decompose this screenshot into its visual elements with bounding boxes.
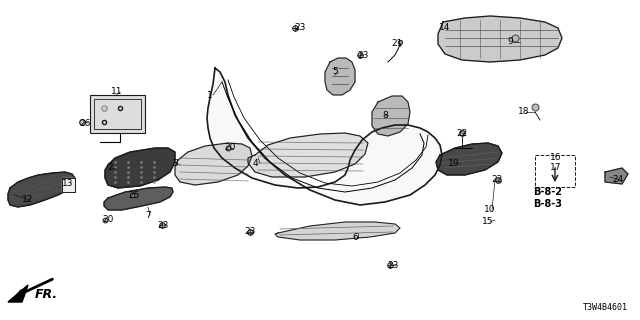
Text: 16: 16 — [550, 154, 562, 163]
Polygon shape — [325, 58, 355, 95]
Polygon shape — [175, 143, 252, 185]
Bar — [94, 99, 141, 129]
Text: 18: 18 — [518, 108, 530, 116]
Text: 22: 22 — [492, 175, 502, 185]
Text: 8: 8 — [382, 110, 388, 119]
Text: B-8-2: B-8-2 — [533, 187, 562, 197]
Text: 15: 15 — [483, 218, 493, 227]
Text: 6: 6 — [352, 234, 358, 243]
Text: 11: 11 — [111, 87, 123, 97]
Text: 3: 3 — [172, 158, 178, 167]
Text: 21: 21 — [391, 38, 403, 47]
Text: 13: 13 — [62, 179, 74, 188]
Text: 25: 25 — [128, 190, 140, 199]
Polygon shape — [275, 222, 400, 240]
Polygon shape — [605, 168, 628, 184]
Polygon shape — [207, 68, 442, 205]
Text: 14: 14 — [439, 23, 451, 33]
Text: T3W4B4601: T3W4B4601 — [583, 303, 628, 312]
Text: 9: 9 — [507, 37, 513, 46]
Text: 2: 2 — [107, 164, 113, 172]
Text: 10: 10 — [484, 205, 496, 214]
Polygon shape — [105, 148, 175, 188]
Polygon shape — [248, 133, 368, 177]
Polygon shape — [438, 16, 562, 62]
Polygon shape — [62, 178, 75, 192]
Text: 23: 23 — [244, 228, 256, 236]
Text: 20: 20 — [224, 143, 236, 153]
Bar — [90, 95, 145, 133]
Text: 17: 17 — [550, 164, 562, 172]
Polygon shape — [104, 187, 173, 210]
Polygon shape — [372, 96, 410, 136]
Polygon shape — [8, 172, 75, 207]
Text: 7: 7 — [145, 211, 151, 220]
Text: B-8-3: B-8-3 — [533, 199, 562, 209]
Text: 1: 1 — [207, 91, 213, 100]
Text: 23: 23 — [387, 260, 399, 269]
Text: 22: 22 — [456, 129, 468, 138]
Text: 19: 19 — [448, 158, 460, 167]
Text: 4: 4 — [252, 158, 258, 167]
Text: 24: 24 — [612, 175, 623, 185]
Polygon shape — [8, 285, 28, 302]
Bar — [535, 155, 575, 187]
Text: 12: 12 — [22, 196, 34, 204]
Text: 23: 23 — [357, 51, 369, 60]
Polygon shape — [436, 143, 502, 175]
Text: FR.: FR. — [35, 289, 58, 301]
Text: 23: 23 — [157, 220, 169, 229]
Text: 23: 23 — [294, 23, 306, 33]
Text: 20: 20 — [102, 215, 114, 225]
Text: 26: 26 — [79, 118, 91, 127]
Text: 5: 5 — [332, 68, 338, 76]
